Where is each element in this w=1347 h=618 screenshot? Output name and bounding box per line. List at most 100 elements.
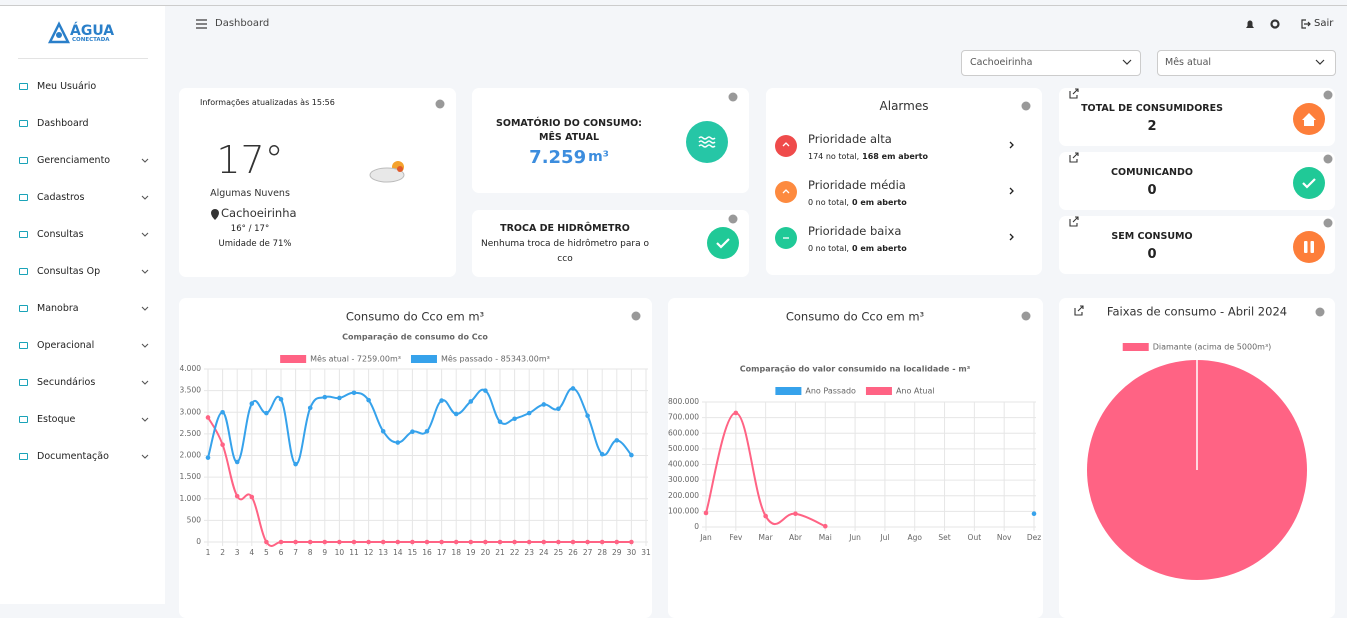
data-point bbox=[585, 413, 590, 419]
menu-label[interactable]: Secundários bbox=[37, 377, 96, 388]
weather-updated: Informações atualizadas às 15:56 bbox=[200, 98, 335, 107]
weather-humidity: Umidade de 71% bbox=[218, 239, 292, 249]
data-point bbox=[793, 511, 798, 517]
menu-chevron bbox=[141, 454, 149, 459]
menu-chevron bbox=[141, 269, 149, 274]
check bbox=[1302, 178, 1316, 189]
alarm-open: 0 em aberto bbox=[851, 198, 907, 207]
series-line bbox=[207, 416, 632, 547]
y-tick-label: 0 bbox=[694, 522, 699, 531]
x-tick-label: 18 bbox=[451, 548, 461, 557]
meter-card bbox=[472, 210, 749, 277]
data-point bbox=[1031, 511, 1037, 517]
data-point bbox=[556, 539, 561, 545]
pause bbox=[1304, 241, 1314, 253]
logout[interactable]: Sair bbox=[1314, 18, 1334, 29]
x-tick-label: 9 bbox=[322, 548, 327, 557]
menu-label[interactable]: Operacional bbox=[37, 340, 95, 351]
menu-label[interactable]: Cadastros bbox=[37, 192, 85, 203]
data-point bbox=[205, 415, 211, 420]
menu-icon bbox=[19, 416, 28, 423]
x-tick-label: 12 bbox=[364, 548, 374, 557]
menu-toggle[interactable] bbox=[196, 19, 207, 29]
data-point bbox=[220, 442, 225, 447]
legend-label: Diamante (acima de 5000m³) bbox=[1153, 343, 1272, 352]
alarm-name[interactable]: Prioridade média bbox=[808, 178, 906, 192]
series-line bbox=[207, 387, 633, 466]
y-tick-label: 100.000 bbox=[668, 506, 699, 515]
bell-icon[interactable] bbox=[1246, 20, 1254, 29]
x-tick-label: 16 bbox=[422, 548, 432, 557]
logout-icon[interactable] bbox=[1301, 19, 1311, 29]
logo-icon bbox=[56, 32, 62, 38]
sidebar-divider bbox=[18, 58, 148, 59]
data-point bbox=[822, 523, 828, 529]
data-point bbox=[526, 410, 532, 416]
legend-label: Mês passado - 85343.00m³ bbox=[441, 354, 550, 364]
alarm-icon bbox=[775, 181, 797, 203]
data-point bbox=[570, 386, 576, 391]
data-point bbox=[307, 405, 313, 411]
chart-title: Faixas de consumo - Abril 2024 bbox=[1107, 305, 1287, 319]
alarm-summary: 174 no total, 168 em aberto bbox=[808, 153, 928, 161]
data-point bbox=[293, 539, 298, 545]
stat-card bbox=[1059, 216, 1335, 274]
menu-label[interactable]: Documentação bbox=[37, 451, 109, 462]
legend-label: Mês atual - 7259.00m³ bbox=[310, 354, 401, 364]
menu-icon bbox=[19, 379, 28, 386]
temperature: 17° bbox=[216, 138, 284, 182]
menu-label[interactable]: Manobra bbox=[37, 303, 79, 314]
data-point bbox=[614, 539, 620, 545]
alarm-summary: 0 no total, 0 em aberto bbox=[808, 245, 907, 253]
waves bbox=[698, 136, 716, 148]
menu-label[interactable]: Consultas bbox=[37, 229, 84, 240]
consumption-value-wrap: 7.259 m³ bbox=[529, 149, 609, 167]
data-point bbox=[599, 451, 605, 457]
legend-swatch bbox=[410, 355, 437, 363]
data-point bbox=[526, 539, 532, 545]
x-tick-label: 1 bbox=[206, 548, 211, 557]
data-point bbox=[439, 539, 444, 545]
x-tick-label: 11 bbox=[349, 548, 359, 557]
menu-icon bbox=[19, 453, 28, 460]
location-value: Cachoeirinha bbox=[970, 57, 1033, 68]
gear-icon[interactable] bbox=[1270, 19, 1280, 29]
data-point bbox=[453, 411, 459, 417]
cloud-icon bbox=[369, 161, 405, 183]
stat-label: SEM CONSUMO bbox=[1111, 231, 1193, 242]
alarm-total: 0 no total, bbox=[808, 244, 849, 253]
x-tick-label: 6 bbox=[279, 548, 284, 557]
x-tick-label: 2 bbox=[220, 548, 225, 557]
select-arrow bbox=[1315, 59, 1325, 65]
data-point bbox=[439, 398, 444, 403]
data-point bbox=[424, 539, 430, 545]
alarm-name[interactable]: Prioridade alta bbox=[808, 132, 892, 146]
menu-label[interactable]: Meu Usuário bbox=[37, 81, 97, 92]
info-icon[interactable] bbox=[435, 90, 1333, 321]
alarm-name[interactable]: Prioridade baixa bbox=[808, 224, 902, 238]
data-point bbox=[322, 394, 328, 400]
x-tick-label: 23 bbox=[524, 548, 534, 557]
y-tick-label: 500 bbox=[187, 515, 202, 524]
consumption-value: 7.259 bbox=[529, 147, 587, 168]
external-link-icon[interactable] bbox=[1069, 88, 1084, 316]
x-tick-label: 7 bbox=[293, 548, 298, 557]
period-select[interactable] bbox=[1157, 50, 1336, 76]
weather-condition: Algumas Nuvens bbox=[210, 188, 290, 199]
data-point bbox=[512, 416, 517, 422]
data-point bbox=[395, 440, 401, 445]
alarm-chevron[interactable] bbox=[1009, 141, 1014, 241]
menu-label[interactable]: Gerenciamento bbox=[37, 155, 111, 166]
consumption-unit: m³ bbox=[588, 149, 609, 165]
data-point bbox=[556, 406, 561, 412]
data-point bbox=[293, 461, 298, 467]
menu-label[interactable]: Dashboard bbox=[37, 118, 89, 129]
data-point bbox=[264, 410, 269, 416]
menu-icon bbox=[19, 157, 28, 164]
location-select[interactable] bbox=[961, 50, 1141, 76]
menu-label[interactable]: Estoque bbox=[37, 414, 76, 425]
x-tick-label: 8 bbox=[308, 548, 313, 557]
data-point bbox=[278, 539, 284, 545]
menu-label[interactable]: Consultas Op bbox=[37, 266, 101, 277]
data-point bbox=[453, 539, 459, 545]
